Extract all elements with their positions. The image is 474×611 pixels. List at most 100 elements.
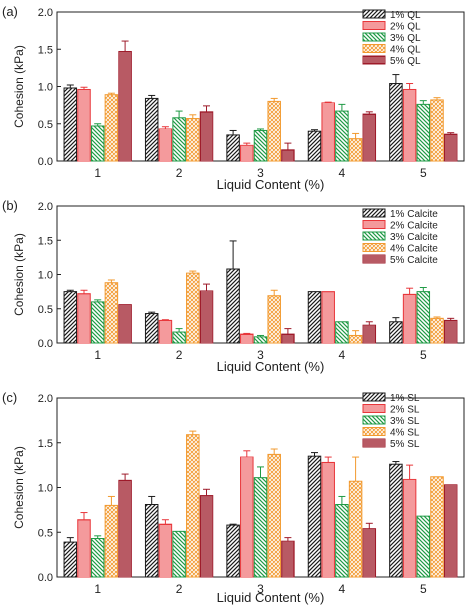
bar xyxy=(321,461,335,578)
bar xyxy=(104,282,119,344)
x-tick-label: 2 xyxy=(176,582,183,596)
bar xyxy=(362,528,377,578)
bar xyxy=(348,138,363,162)
y-tick-label: 1.5 xyxy=(38,44,53,56)
bar xyxy=(389,83,403,162)
bar xyxy=(90,125,105,162)
legend-swatch xyxy=(362,392,386,402)
legend-label: 2% Calcite xyxy=(390,221,438,232)
x-tick-label: 5 xyxy=(420,348,427,362)
y-tick-label: 0.0 xyxy=(38,572,53,584)
bar xyxy=(389,321,403,344)
legend: 1% QL2% QL3% QL4% QL5% QL xyxy=(362,9,421,67)
legend-label: 4% Calcite xyxy=(390,244,438,255)
y-tick-label: 1.0 xyxy=(38,270,53,282)
bar xyxy=(144,504,159,578)
bar xyxy=(144,313,159,344)
x-tick-label: 5 xyxy=(420,582,427,596)
bar xyxy=(443,484,458,578)
panel-label: (c) xyxy=(2,390,17,405)
y-axis-label: Cohesion (kPa) xyxy=(12,45,26,128)
bar xyxy=(307,291,322,344)
bar xyxy=(307,130,322,162)
legend: 1% SL2% SL3% SL4% SL5% SL xyxy=(362,392,420,450)
bar xyxy=(362,324,377,344)
bar xyxy=(335,504,349,578)
bar xyxy=(226,134,240,162)
legend-label: 3% QL xyxy=(390,33,421,44)
legend-label: 2% QL xyxy=(390,22,421,33)
bar xyxy=(240,456,254,578)
y-axis-label: Cohesion (kPa) xyxy=(12,446,26,529)
bar xyxy=(158,128,173,162)
legend-swatch xyxy=(362,243,386,252)
legend-swatch xyxy=(362,55,386,65)
legend-label: 5% QL xyxy=(390,56,421,67)
legend-swatch xyxy=(362,44,386,53)
x-tick-label: 3 xyxy=(257,582,264,596)
legend-swatch xyxy=(362,21,386,30)
bar xyxy=(281,149,295,162)
bar xyxy=(226,268,240,344)
legend-label: 3% Calcite xyxy=(390,232,438,243)
bar xyxy=(118,479,132,578)
bar xyxy=(144,97,159,162)
bar xyxy=(348,334,363,344)
bar xyxy=(321,291,335,344)
legend-label: 1% QL xyxy=(390,10,421,21)
bar xyxy=(416,103,431,162)
y-axis-label: Cohesion (kPa) xyxy=(12,233,26,316)
bar xyxy=(63,541,78,578)
legend-label: 4% QL xyxy=(390,45,421,56)
bar xyxy=(158,319,173,344)
y-tick-label: 0.0 xyxy=(38,338,53,350)
x-tick-label: 4 xyxy=(339,166,346,180)
bar xyxy=(226,524,240,578)
panel-label: (b) xyxy=(2,198,18,213)
bar xyxy=(172,530,186,578)
bar xyxy=(104,504,119,578)
bar xyxy=(348,480,363,578)
y-tick-label: 1.5 xyxy=(38,438,53,450)
bar xyxy=(430,99,444,162)
bar xyxy=(63,291,78,344)
bar xyxy=(199,290,214,344)
bar xyxy=(253,477,268,578)
bar xyxy=(90,538,105,578)
y-tick-label: 0.5 xyxy=(38,527,53,539)
x-axis-label: Liquid Content (%) xyxy=(217,177,325,192)
legend-label: 5% SL xyxy=(390,439,420,450)
bar xyxy=(402,293,417,344)
x-tick-label: 4 xyxy=(339,582,346,596)
bar xyxy=(281,333,295,344)
bar xyxy=(389,463,403,578)
legend-swatch xyxy=(362,231,386,241)
bar xyxy=(402,88,417,162)
legend-swatch xyxy=(362,427,386,436)
bar xyxy=(362,113,377,162)
legend-label: 5% Calcite xyxy=(390,255,438,266)
legend-swatch xyxy=(362,415,386,425)
x-tick-label: 2 xyxy=(176,166,183,180)
x-tick-label: 3 xyxy=(257,348,264,362)
y-tick-label: 1.0 xyxy=(38,483,53,495)
bar xyxy=(63,87,78,162)
bar xyxy=(443,133,458,162)
x-axis-label: Liquid Content (%) xyxy=(217,359,325,374)
x-tick-label: 1 xyxy=(94,582,101,596)
bar xyxy=(77,519,91,578)
x-tick-label: 5 xyxy=(420,166,427,180)
bar xyxy=(267,453,281,578)
bar xyxy=(118,50,132,162)
legend-label: 1% SL xyxy=(390,393,420,404)
bar xyxy=(158,523,173,578)
bar xyxy=(240,144,254,162)
legend-swatch xyxy=(362,404,386,413)
legend-swatch xyxy=(362,208,386,218)
bar xyxy=(416,291,431,344)
legend-swatch xyxy=(362,32,386,42)
bar xyxy=(240,333,254,344)
bar xyxy=(90,301,105,344)
x-tick-label: 1 xyxy=(94,166,101,180)
